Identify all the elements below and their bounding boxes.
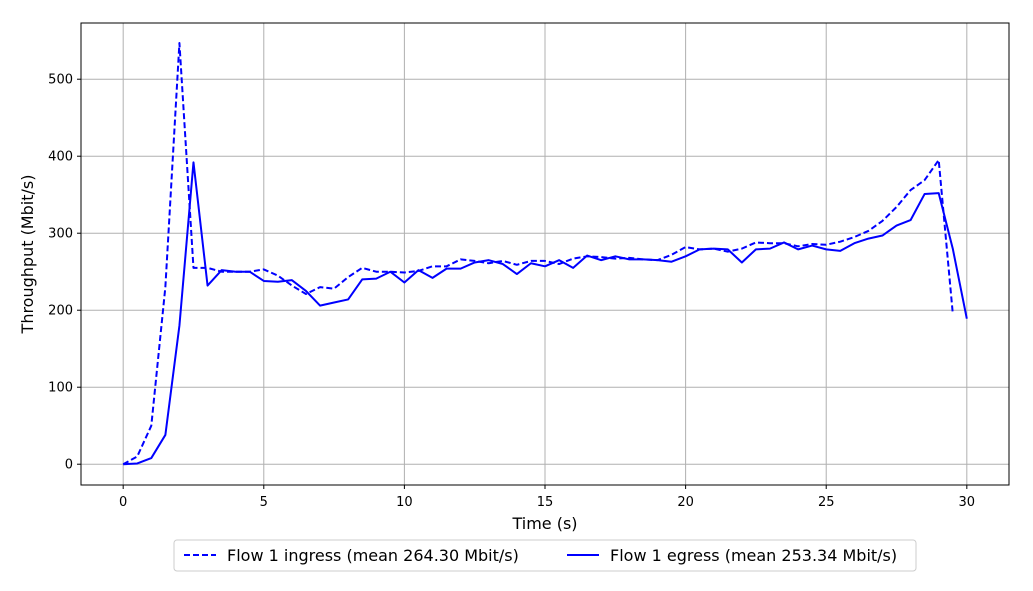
y-axis-label: Throughput (Mbit/s) <box>18 175 37 335</box>
y-tick-label: 200 <box>48 304 73 319</box>
y-tick-label: 500 <box>48 73 73 88</box>
x-axis-label: Time (s) <box>511 514 577 533</box>
legend-label-ingress: Flow 1 ingress (mean 264.30 Mbit/s) <box>227 546 519 565</box>
x-tick-label: 25 <box>818 495 835 510</box>
x-tick-label: 5 <box>260 495 268 510</box>
y-tick-label: 0 <box>65 458 73 473</box>
y-tick-label: 100 <box>48 381 73 396</box>
egress-series-line <box>123 161 968 466</box>
series-layer <box>122 42 968 466</box>
grid <box>81 23 1009 485</box>
legend-label-egress: Flow 1 egress (mean 253.34 Mbit/s) <box>610 546 897 565</box>
x-tick-label: 20 <box>677 495 694 510</box>
x-tick-label: 15 <box>537 495 554 510</box>
y-tick-label: 300 <box>48 227 73 242</box>
y-tick-label: 400 <box>48 150 73 165</box>
legend: Flow 1 ingress (mean 264.30 Mbit/s) Flow… <box>173 539 917 572</box>
x-tick-label: 0 <box>119 495 127 510</box>
legend-frame <box>173 539 917 572</box>
x-tick-label: 10 <box>396 495 413 510</box>
x-tick-label: 30 <box>959 495 976 510</box>
ingress-series-line <box>122 42 954 466</box>
